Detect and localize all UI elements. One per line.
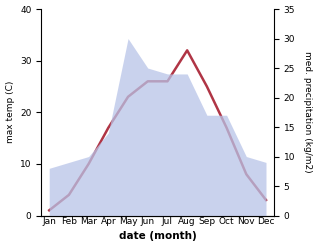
X-axis label: date (month): date (month) xyxy=(119,231,197,242)
Y-axis label: med. precipitation (kg/m2): med. precipitation (kg/m2) xyxy=(303,51,313,173)
Y-axis label: max temp (C): max temp (C) xyxy=(5,81,15,144)
